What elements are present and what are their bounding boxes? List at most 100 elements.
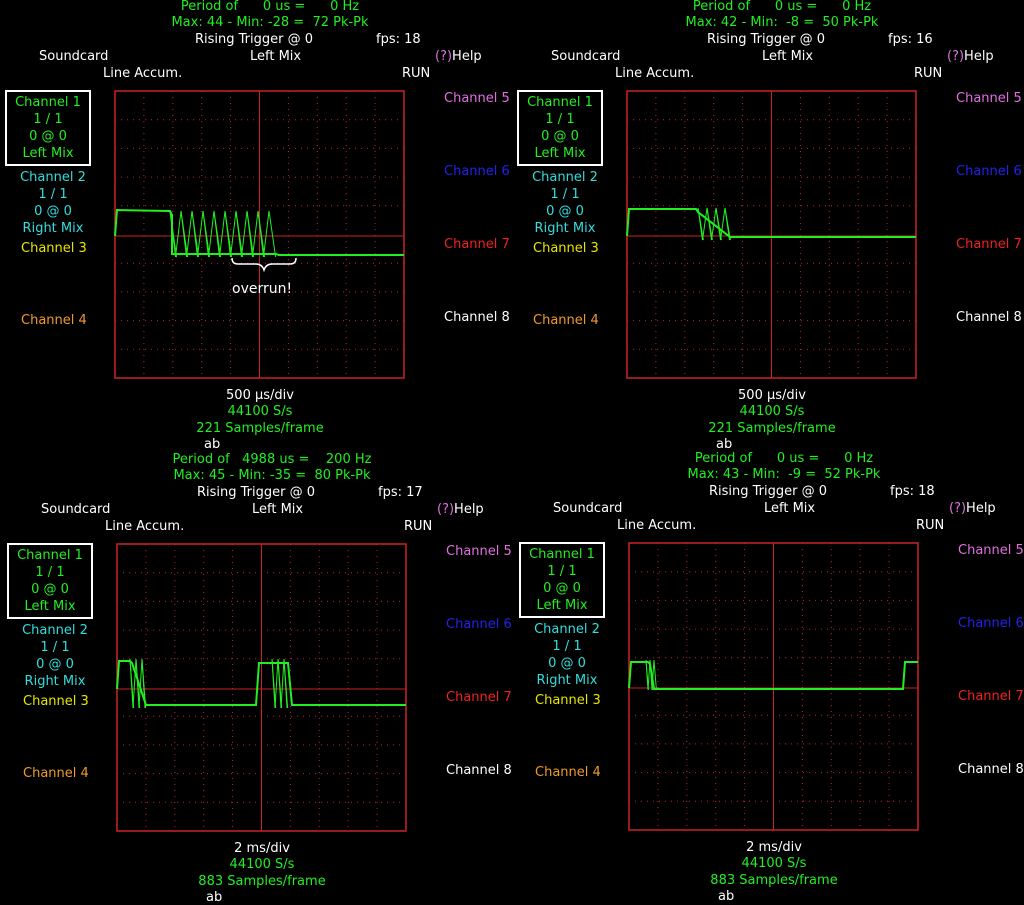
scope-display[interactable] <box>626 90 918 382</box>
help-label: Help <box>454 502 484 517</box>
channel-2-scale: 1 / 1 <box>550 187 580 202</box>
channel-8-selector[interactable]: Channel 8 <box>446 763 512 778</box>
maxmin-readout: Max: 42 - Min: -8 = 50 Pk-Pk <box>685 15 879 30</box>
trigger-button[interactable]: Rising Trigger @ 0 <box>709 484 828 499</box>
channel-7-selector[interactable]: Channel 7 <box>956 237 1022 252</box>
channel-5-selector[interactable]: Channel 5 <box>444 91 510 106</box>
channel-2-selector[interactable]: Channel 2 1 / 1 0 @ 0 Right Mix <box>5 169 101 237</box>
help-icon: (?) <box>947 49 965 64</box>
scope-window-2: Period of 0 us = 0 Hz Max: 42 - Min: -8 … <box>512 0 1024 452</box>
channel-1-source: Left Mix <box>534 146 586 161</box>
soundcard-button[interactable]: Soundcard <box>39 49 109 64</box>
run-button[interactable]: RUN <box>914 66 943 81</box>
channel-1-selector[interactable]: Channel 1 1 / 1 0 @ 0 Left Mix <box>519 542 605 618</box>
channel-1-selector[interactable]: Channel 1 1 / 1 0 @ 0 Left Mix <box>5 90 91 166</box>
signal-burst-edge <box>224 210 233 258</box>
timebase-control[interactable]: 2 ms/div <box>746 840 802 855</box>
channel-1-offset: 0 @ 0 <box>541 129 579 144</box>
help-icon: (?) <box>435 49 453 64</box>
mix-selector[interactable]: Left Mix <box>764 501 816 516</box>
signal-burst-edge <box>645 659 649 691</box>
channel-6-selector[interactable]: Channel 6 <box>958 616 1024 631</box>
channel-4-selector[interactable]: Channel 4 <box>23 766 89 781</box>
channel-1-scale: 1 / 1 <box>35 565 65 580</box>
channel-2-selector[interactable]: Channel 2 1 / 1 0 @ 0 Right Mix <box>519 621 615 689</box>
help-icon: (?) <box>437 502 455 517</box>
soundcard-button[interactable]: Soundcard <box>41 502 111 517</box>
line-accum-button[interactable]: Line Accum. <box>103 66 183 81</box>
channel-6-selector[interactable]: Channel 6 <box>956 164 1022 179</box>
help-button[interactable]: (?)Help <box>949 501 996 517</box>
signal-burst-edge <box>180 210 189 258</box>
channel-3-selector[interactable]: Channel 3 <box>23 694 89 709</box>
help-label: Help <box>452 49 482 64</box>
channel-2-selector[interactable]: Channel 2 1 / 1 0 @ 0 Right Mix <box>517 169 613 237</box>
channel-7-selector[interactable]: Channel 7 <box>446 690 512 705</box>
line-accum-button[interactable]: Line Accum. <box>617 518 697 533</box>
channel-1-offset: 0 @ 0 <box>29 129 67 144</box>
channel-7-selector[interactable]: Channel 7 <box>444 237 510 252</box>
mix-selector[interactable]: Left Mix <box>250 49 302 64</box>
channel-3-selector[interactable]: Channel 3 <box>533 241 599 256</box>
channel-1-selector[interactable]: Channel 1 1 / 1 0 @ 0 Left Mix <box>7 543 93 619</box>
trigger-button[interactable]: Rising Trigger @ 0 <box>197 485 316 500</box>
help-button[interactable]: (?)Help <box>437 502 484 518</box>
samples-per-frame: 221 Samples/frame <box>196 421 324 436</box>
sample-rate: 44100 S/s <box>229 857 295 872</box>
period-readout: Period of 0 us = 0 Hz <box>180 0 360 14</box>
channel-8-selector[interactable]: Channel 8 <box>444 310 510 325</box>
channel-5-selector[interactable]: Channel 5 <box>956 91 1022 106</box>
channel-1-selector[interactable]: Channel 1 1 / 1 0 @ 0 Left Mix <box>517 90 603 166</box>
channel-8-selector[interactable]: Channel 8 <box>958 762 1024 777</box>
trigger-button[interactable]: Rising Trigger @ 0 <box>707 32 826 47</box>
channel-4-selector[interactable]: Channel 4 <box>533 313 599 328</box>
ab-label: ab <box>206 890 223 905</box>
maxmin-readout: Max: 44 - Min: -28 = 72 Pk-Pk <box>171 15 369 30</box>
scope-window-3: Period of 4988 us = 200 Hz Max: 45 - Min… <box>2 453 514 905</box>
channel-6-selector[interactable]: Channel 6 <box>446 617 512 632</box>
help-button[interactable]: (?)Help <box>435 49 482 65</box>
channel-6-selector[interactable]: Channel 6 <box>444 164 510 179</box>
timebase-control[interactable]: 500 µs/div <box>738 388 806 403</box>
channel-2-selector[interactable]: Channel 2 1 / 1 0 @ 0 Right Mix <box>7 622 103 690</box>
timebase-control[interactable]: 500 µs/div <box>226 388 294 403</box>
timebase-control[interactable]: 2 ms/div <box>234 841 290 856</box>
scope-display[interactable] <box>114 90 406 382</box>
channel-3-selector[interactable]: Channel 3 <box>21 241 87 256</box>
channel-4-selector[interactable]: Channel 4 <box>21 313 87 328</box>
scope-display[interactable] <box>628 542 920 834</box>
run-button[interactable]: RUN <box>916 518 945 533</box>
channel-2-label: Channel 2 <box>20 170 86 185</box>
signal-burst-edge <box>715 207 722 241</box>
maxmin-readout: Max: 43 - Min: -9 = 52 Pk-Pk <box>687 467 881 482</box>
fps-readout: fps: 18 <box>376 32 421 47</box>
soundcard-button[interactable]: Soundcard <box>551 49 621 64</box>
mix-selector[interactable]: Left Mix <box>252 502 304 517</box>
line-accum-button[interactable]: Line Accum. <box>615 66 695 81</box>
channel-1-label: Channel 1 <box>17 548 83 563</box>
help-icon: (?) <box>949 501 967 516</box>
channel-1-label: Channel 1 <box>529 547 595 562</box>
run-button[interactable]: RUN <box>402 66 431 81</box>
mix-selector[interactable]: Left Mix <box>762 49 814 64</box>
ab-label: ab <box>716 437 733 452</box>
channel-5-selector[interactable]: Channel 5 <box>958 543 1024 558</box>
signal-burst-edge <box>141 658 147 709</box>
channel-7-selector[interactable]: Channel 7 <box>958 689 1024 704</box>
channel-5-selector[interactable]: Channel 5 <box>446 544 512 559</box>
channel-1-trace <box>116 660 406 706</box>
trigger-button[interactable]: Rising Trigger @ 0 <box>195 32 314 47</box>
channel-3-selector[interactable]: Channel 3 <box>535 693 601 708</box>
soundcard-button[interactable]: Soundcard <box>553 501 623 516</box>
channel-4-selector[interactable]: Channel 4 <box>535 765 601 780</box>
help-label: Help <box>964 49 994 64</box>
help-button[interactable]: (?)Help <box>947 49 994 65</box>
signal-burst-edge <box>213 210 222 258</box>
run-button[interactable]: RUN <box>404 519 433 534</box>
signal-burst-edge <box>277 658 283 709</box>
line-accum-button[interactable]: Line Accum. <box>105 519 185 534</box>
ab-label: ab <box>204 437 221 452</box>
channel-8-selector[interactable]: Channel 8 <box>956 310 1022 325</box>
scope-display[interactable] <box>116 543 408 835</box>
scope-window-4: Period of 0 us = 0 Hz Max: 43 - Min: -9 … <box>514 452 1024 904</box>
